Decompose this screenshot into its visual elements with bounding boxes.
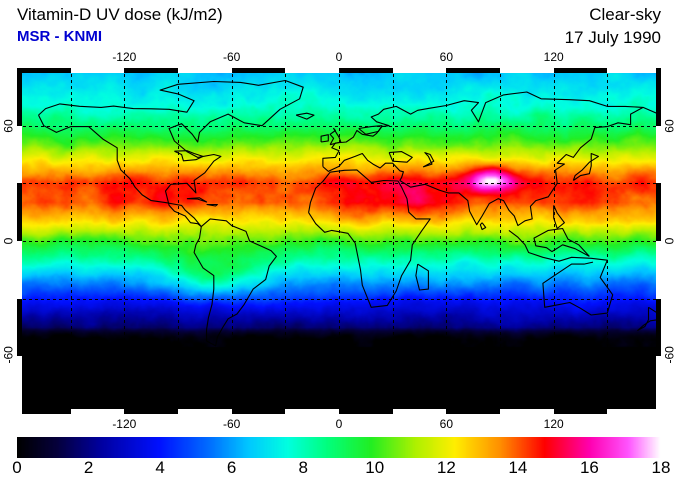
frame-segment	[285, 68, 339, 73]
frame-segment	[607, 409, 661, 414]
x-axis-tick-label-bottom: 120	[543, 417, 564, 431]
x-axis-tick-label-bottom: 0	[335, 417, 343, 431]
frame-segment	[656, 299, 661, 356]
date-label: 17 July 1990	[564, 28, 661, 47]
y-axis-tick-label-left: 60	[1, 118, 16, 133]
frame-segment	[71, 68, 124, 73]
x-axis-tick-label-bottom: 60	[439, 417, 454, 431]
colorbar-tick-label: 8	[298, 458, 308, 477]
frame-segment	[607, 68, 661, 73]
frame-segment	[554, 68, 607, 73]
frame-segment	[124, 68, 178, 73]
frame-segment	[656, 126, 661, 183]
colorbar-tick-label: 4	[155, 458, 165, 477]
frame-segment	[339, 409, 393, 414]
frame-segment	[17, 68, 22, 126]
x-axis-tick-label-top: 120	[543, 50, 564, 64]
frame-segment	[656, 356, 661, 414]
frame-segment	[339, 68, 393, 73]
frame-segment	[285, 409, 339, 414]
frame-segment	[71, 409, 124, 414]
x-axis-tick-label-bottom: -120	[112, 417, 137, 431]
frame-segment	[656, 68, 661, 126]
page-title: Vitamin-D UV dose (kJ/m2)	[17, 5, 223, 24]
colorbar-tick-label: 14	[508, 458, 528, 477]
frame-segment	[178, 68, 232, 73]
frame-segment	[446, 409, 500, 414]
x-axis-tick-label-top: -120	[112, 50, 137, 64]
frame-segment	[17, 241, 22, 299]
frame-segment	[17, 356, 22, 414]
frame-segment	[17, 183, 22, 241]
y-axis-tick-label-right: 60	[662, 118, 677, 133]
frame-segment	[656, 183, 661, 241]
colorbar	[17, 437, 661, 458]
frame-segment	[124, 409, 178, 414]
frame-segment	[17, 126, 22, 183]
x-axis-tick-label-top: -60	[222, 50, 241, 64]
coastlines-and-gridlines	[17, 68, 661, 414]
frame-segment	[393, 68, 446, 73]
frame-segment	[554, 409, 607, 414]
frame-segment	[232, 409, 285, 414]
frame-segment	[17, 299, 22, 356]
frame-segment	[393, 409, 446, 414]
y-axis-tick-label-right: -60	[662, 346, 677, 364]
frame-segment	[17, 68, 71, 73]
colorbar-tick-label: 16	[579, 458, 599, 477]
map-panel	[17, 68, 661, 414]
y-axis-tick-label-left: -60	[1, 346, 16, 364]
colorbar-tick-label: 10	[365, 458, 385, 477]
frame-segment	[232, 68, 285, 73]
y-axis-tick-label-right: 0	[662, 237, 677, 245]
colorbar-tick-label: 12	[436, 458, 456, 477]
frame-segment	[500, 409, 554, 414]
figure-header: Vitamin-D UV dose (kJ/m2) MSR - KNMI Cle…	[0, 0, 678, 62]
x-axis-tick-label-top: 0	[335, 50, 343, 64]
frame-segment	[178, 409, 232, 414]
x-axis-tick-label-bottom: -60	[222, 417, 241, 431]
y-axis-tick-label-left: 0	[1, 237, 16, 245]
colorbar-tick-label: 0	[12, 458, 22, 477]
colorbar-tick-label: 6	[226, 458, 237, 477]
frame-segment	[446, 68, 500, 73]
source-label: MSR - KNMI	[17, 28, 102, 45]
frame-segment	[17, 409, 71, 414]
colorbar-tick-label: 18	[651, 458, 671, 477]
frame-segment	[656, 241, 661, 299]
condition-label: Clear-sky	[589, 5, 661, 24]
x-axis-tick-label-top: 60	[439, 50, 454, 64]
frame-segment	[500, 68, 554, 73]
colorbar-gradient	[17, 437, 661, 458]
colorbar-tick-label: 2	[83, 458, 94, 477]
